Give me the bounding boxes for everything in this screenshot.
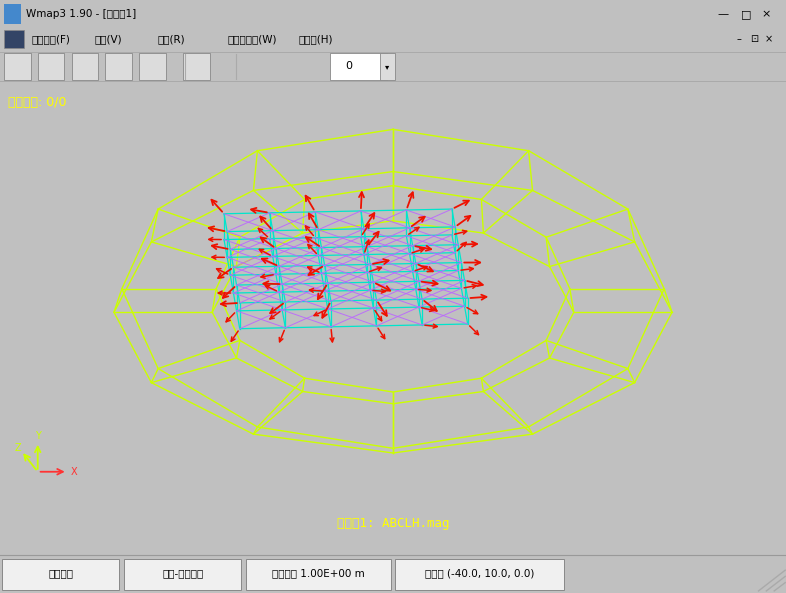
FancyBboxPatch shape [330,53,387,80]
FancyBboxPatch shape [72,53,98,80]
Text: □: □ [741,9,752,19]
FancyBboxPatch shape [105,53,132,80]
Text: 表示(V): 表示(V) [94,34,122,44]
Text: 回転角 (-40.0, 10.0, 0.0): 回転角 (-40.0, 10.0, 0.0) [424,568,534,578]
Text: X: X [70,467,77,477]
Text: Wmap3 1.90 - [ビュー1]: Wmap3 1.90 - [ビュー1] [26,9,136,19]
FancyBboxPatch shape [38,53,64,80]
Text: Z: Z [15,444,22,454]
FancyBboxPatch shape [4,4,21,24]
Text: ステップ: 0/0: ステップ: 0/0 [8,97,66,110]
FancyBboxPatch shape [139,53,166,80]
Text: ウィンドウ(W): ウィンドウ(W) [228,34,277,44]
Text: スケール 1.00E+00 m: スケール 1.00E+00 m [272,568,365,578]
FancyBboxPatch shape [395,559,564,589]
Text: ×: × [765,34,773,44]
Text: ×: × [762,9,771,19]
Text: 0: 0 [346,62,352,71]
Text: ファイル(F): ファイル(F) [31,34,70,44]
Text: Y: Y [35,431,41,441]
Text: ビュー1: ABCLH.mag: ビュー1: ABCLH.mag [336,517,450,530]
FancyBboxPatch shape [2,559,119,589]
Text: ⊡: ⊡ [751,34,758,44]
FancyBboxPatch shape [124,559,241,589]
Text: –: – [736,34,741,44]
FancyBboxPatch shape [183,53,210,80]
FancyBboxPatch shape [246,559,391,589]
Text: 結果(R): 結果(R) [157,34,185,44]
Text: ▾: ▾ [385,62,390,71]
Text: 平行移動: 平行移動 [49,568,73,578]
FancyBboxPatch shape [4,30,24,48]
FancyBboxPatch shape [380,53,395,80]
Text: ヘルプ(H): ヘルプ(H) [299,34,333,44]
Text: 結果-ベクトル: 結果-ベクトル [162,568,204,578]
Text: —: — [718,9,729,19]
FancyBboxPatch shape [4,53,31,80]
